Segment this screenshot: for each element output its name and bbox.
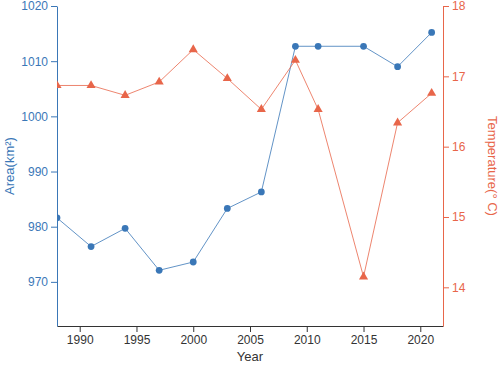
tick-mark [193, 326, 194, 332]
marker [314, 104, 323, 112]
series-group [57, 29, 436, 279]
marker [155, 77, 164, 85]
tick: 1020 [21, 0, 57, 13]
tick: 14 [443, 281, 466, 295]
marker [257, 104, 266, 112]
tick-mark [51, 6, 57, 7]
tick-label: 2010 [294, 333, 321, 347]
tick-label: 17 [452, 70, 466, 84]
tick: 2020 [407, 326, 434, 347]
tick-label: 990 [28, 165, 48, 179]
tick-mark [443, 6, 449, 7]
tick: 1990 [67, 326, 94, 347]
tick-label: 16 [452, 140, 466, 154]
tick-mark [51, 282, 57, 283]
y2-axis-title: Temperature(° C) [485, 116, 500, 216]
tick-label: 2015 [351, 333, 378, 347]
tick-mark [51, 227, 57, 228]
marker [428, 29, 435, 36]
marker [393, 117, 402, 125]
tick: 15 [443, 210, 466, 224]
tick: 2015 [351, 326, 378, 347]
marker [258, 189, 265, 196]
tick-mark [250, 326, 251, 332]
marker [57, 80, 62, 88]
tick-mark [443, 147, 449, 148]
marker [223, 73, 232, 81]
tick-label: 980 [28, 220, 48, 234]
tick-label: 18 [452, 0, 466, 13]
tick: 2005 [237, 326, 264, 347]
tick: 17 [443, 70, 466, 84]
tick: 1995 [124, 326, 151, 347]
tick-mark [443, 287, 449, 288]
marker [86, 80, 95, 88]
marker [292, 43, 299, 50]
tick-label: 1020 [21, 0, 48, 13]
marker [88, 243, 95, 250]
y-axis-title: Area(km²) [2, 137, 17, 195]
marker [190, 259, 197, 266]
tick-label: 2000 [180, 333, 207, 347]
tick-label: 2020 [407, 333, 434, 347]
tick-label: 15 [452, 210, 466, 224]
tick-mark [364, 326, 365, 332]
y2-axis-line [443, 7, 444, 327]
tick-label: 2005 [237, 333, 264, 347]
tick: 16 [443, 140, 466, 154]
marker [57, 214, 60, 221]
marker [315, 43, 322, 50]
tick-mark [307, 326, 308, 332]
marker [122, 225, 129, 232]
tick: 970 [28, 275, 57, 289]
tick-mark [136, 326, 137, 332]
x-axis: 1990 1995 2000 2005 2010 2015 2020 [58, 326, 444, 347]
tick-mark [443, 76, 449, 77]
tick-label: 1995 [124, 333, 151, 347]
chart: 1990 1995 2000 2005 2010 2015 2020 970 980 990 100… [0, 0, 500, 367]
marker [121, 90, 130, 98]
tick: 2000 [180, 326, 207, 347]
tick-mark [420, 326, 421, 332]
tick: 1000 [21, 110, 57, 124]
marker [224, 205, 231, 212]
marker [394, 63, 401, 70]
x-axis-title: Year [237, 349, 264, 364]
series-line [57, 32, 432, 270]
tick-mark [443, 217, 449, 218]
tick: 980 [28, 220, 57, 234]
marker [359, 272, 368, 280]
marker [360, 43, 367, 50]
tick: 2010 [294, 326, 321, 347]
marker [427, 88, 436, 96]
tick: 1010 [21, 55, 57, 69]
plot-area: 1990 1995 2000 2005 2010 2015 2020 970 980 990 100… [21, 0, 465, 347]
y2-axis: 14 15 16 17 18 [443, 0, 466, 327]
series-line [57, 50, 432, 277]
tick-label: 1000 [21, 110, 48, 124]
tick-mark [51, 116, 57, 117]
tick-mark [51, 172, 57, 173]
y-axis: 970 980 990 1000 1010 1020 [21, 0, 57, 327]
tick: 990 [28, 165, 57, 179]
y-axis-line [57, 7, 58, 327]
tick-label: 1990 [67, 333, 94, 347]
marker [156, 267, 163, 274]
marker [291, 55, 300, 63]
marker [189, 44, 198, 52]
tick-label: 1010 [21, 55, 48, 69]
tick-label: 14 [452, 281, 466, 295]
tick: 18 [443, 0, 466, 13]
tick-label: 970 [28, 275, 48, 289]
tick-mark [80, 326, 81, 332]
tick-mark [51, 61, 57, 62]
